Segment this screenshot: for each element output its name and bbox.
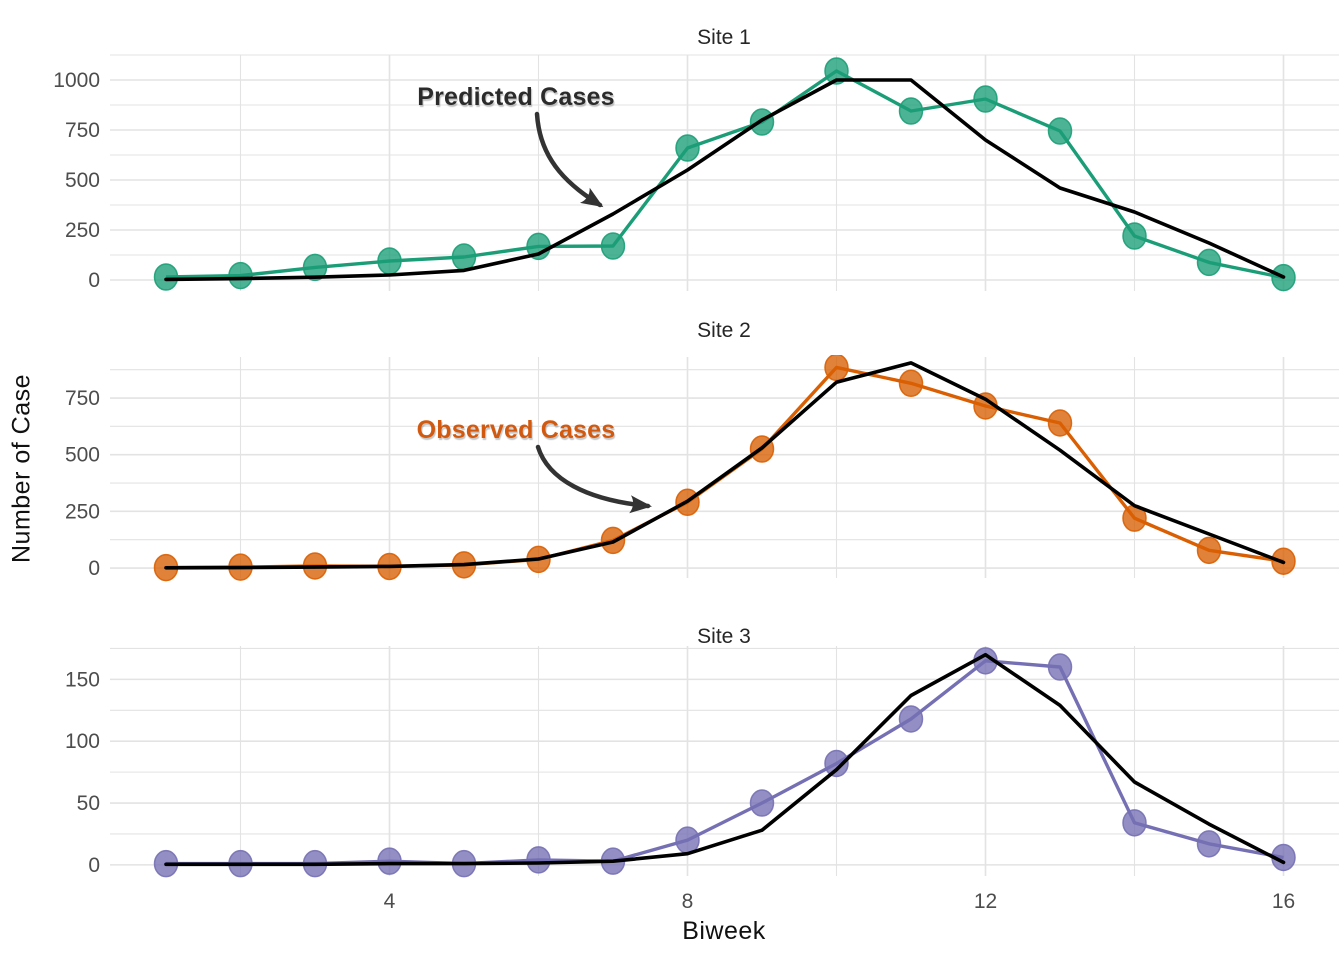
x-tick-label: 4 bbox=[384, 890, 396, 913]
y-tick-label: 100 bbox=[65, 730, 100, 753]
observed-point bbox=[1047, 409, 1073, 437]
x-axis-title: Biweek bbox=[682, 917, 766, 945]
panel-title: Site 1 bbox=[697, 26, 751, 49]
observed-point bbox=[600, 232, 626, 260]
y-tick-label: 500 bbox=[65, 169, 100, 192]
observed-cases-annotation: Observed Cases bbox=[416, 416, 616, 444]
observed-point bbox=[898, 705, 924, 733]
observed-point bbox=[1196, 248, 1222, 277]
observed-point bbox=[749, 789, 775, 817]
observed-point bbox=[824, 749, 849, 778]
y-tick-label: 0 bbox=[88, 854, 100, 877]
observed-point bbox=[526, 846, 551, 874]
panel-title: Site 2 bbox=[697, 319, 751, 342]
y-tick-label: 150 bbox=[65, 668, 100, 691]
observed-point bbox=[898, 369, 924, 398]
observed-point bbox=[824, 57, 849, 85]
predicted-cases-arrow bbox=[534, 111, 604, 208]
y-tick-label: 250 bbox=[65, 500, 100, 523]
y-axis-title: Number of Case bbox=[7, 373, 36, 564]
observed-cases-arrow bbox=[535, 444, 652, 514]
observed-points bbox=[153, 57, 1296, 292]
x-tick-label: 16 bbox=[1272, 890, 1295, 913]
observed-point bbox=[228, 261, 253, 290]
series-group bbox=[153, 647, 1296, 878]
y-tick-label: 500 bbox=[65, 444, 100, 467]
y-tick-label: 0 bbox=[88, 269, 100, 292]
series-group bbox=[153, 57, 1296, 292]
predicted-cases-annotation: Predicted Cases bbox=[417, 83, 615, 111]
observed-point bbox=[1122, 222, 1147, 250]
predicted-line bbox=[164, 361, 1286, 570]
y-tick-label: 50 bbox=[77, 792, 100, 815]
y-tick-label: 0 bbox=[88, 557, 100, 580]
observed-point bbox=[1196, 830, 1222, 858]
observed-point bbox=[675, 134, 700, 162]
series-group bbox=[153, 355, 1296, 582]
observed-line bbox=[165, 69, 1284, 280]
gridlines bbox=[110, 357, 1339, 578]
observed-points bbox=[153, 647, 1296, 878]
gridlines bbox=[110, 54, 1339, 291]
observed-point bbox=[302, 253, 328, 282]
observed-points bbox=[153, 355, 1296, 582]
observed-point bbox=[1047, 653, 1073, 681]
predicted-line bbox=[164, 78, 1286, 282]
observed-point bbox=[824, 355, 849, 382]
panel-title: Site 3 bbox=[697, 625, 751, 648]
observed-point bbox=[973, 85, 998, 113]
y-tick-label: 750 bbox=[65, 387, 100, 410]
observed-point bbox=[898, 97, 924, 125]
observed-point bbox=[675, 826, 700, 854]
panel-site-2: 0 250 500 750 Site 2 bbox=[65, 319, 1339, 582]
panel-site-3: 0 50 100 150 Site 3 bbox=[65, 625, 1339, 878]
observed-point bbox=[1122, 809, 1147, 837]
x-tick-label: 12 bbox=[974, 890, 997, 913]
observed-point bbox=[1196, 536, 1222, 565]
observed-point bbox=[451, 243, 477, 271]
x-tick-label: 8 bbox=[682, 890, 694, 913]
y-tick-label: 1000 bbox=[53, 69, 100, 92]
observed-point bbox=[1047, 117, 1073, 145]
observed-point bbox=[153, 263, 179, 291]
y-tick-label: 250 bbox=[65, 219, 100, 242]
predicted-line bbox=[164, 652, 1286, 867]
y-tick-label: 750 bbox=[65, 119, 100, 142]
observed-point bbox=[377, 247, 402, 275]
panel-site-1: 0 250 500 750 1000 Site 1 bbox=[53, 26, 1339, 292]
observed-point bbox=[377, 847, 402, 875]
